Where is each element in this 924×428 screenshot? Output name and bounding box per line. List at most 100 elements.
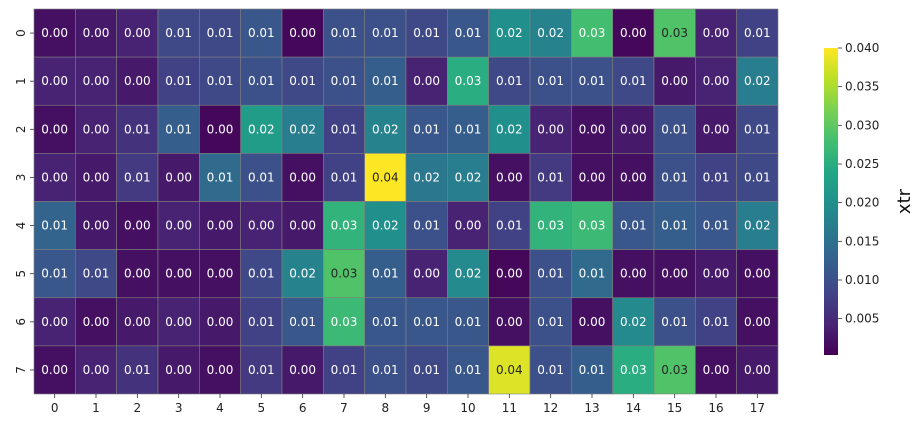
heatmap-cell — [571, 153, 613, 202]
heatmap-cell — [653, 345, 696, 395]
x-tick-label: 11 — [502, 401, 517, 415]
heatmap-cell — [323, 249, 365, 299]
heatmap-cell — [695, 345, 737, 395]
heatmap-cell — [364, 345, 407, 395]
heatmap-cell-label: 0.01 — [331, 26, 358, 40]
x-axis: 0 1 2 3 4 5 6 7 8 9 10 11 12 13 14 15 16 17 — [51, 394, 765, 415]
heatmap-cell — [199, 297, 241, 347]
heatmap-cell-label: 0.01 — [703, 219, 730, 233]
heatmap-cell — [529, 297, 572, 347]
heatmap-cell — [281, 153, 324, 202]
heatmap-cell-label: 0.00 — [83, 170, 110, 184]
heatmap-cell-label: 0.01 — [413, 315, 440, 329]
heatmap-cell — [281, 201, 324, 250]
heatmap-cell-label: 0.01 — [413, 219, 440, 233]
heatmap-cell-label: 0.03 — [331, 267, 358, 281]
heatmap-cell-label: 0.00 — [744, 363, 771, 377]
heatmap-cell-label: 0.00 — [83, 219, 110, 233]
heatmap-cell-label: 0.00 — [496, 315, 523, 329]
heatmap-cell — [199, 153, 241, 202]
heatmap-cell-label: 0.00 — [124, 315, 151, 329]
heatmap-cell — [157, 56, 200, 106]
heatmap-cell-label: 0.00 — [744, 315, 771, 329]
heatmap-cell-label: 0.00 — [41, 170, 68, 184]
heatmap-cell-label: 0.03 — [331, 219, 358, 233]
y-tick-label: 4 — [14, 222, 28, 230]
heatmap-cell-label: 0.00 — [124, 26, 151, 40]
heatmap-cell-label: 0.01 — [496, 219, 523, 233]
heatmap-cell — [529, 249, 572, 299]
x-tick-label: 4 — [216, 401, 224, 415]
heatmap-cell — [653, 201, 696, 250]
colorbar-tick-label: 0.040 — [845, 41, 879, 55]
heatmap-cell — [405, 56, 448, 106]
heatmap-cell — [75, 249, 117, 299]
heatmap-cell — [695, 104, 737, 154]
heatmap-cell — [116, 345, 159, 395]
heatmap-cell — [199, 345, 241, 395]
heatmap-cell — [281, 56, 324, 106]
heatmap-cell-label: 0.00 — [41, 26, 68, 40]
heatmap-cell-label: 0.01 — [537, 315, 564, 329]
heatmap-cell-label: 0.01 — [372, 267, 399, 281]
heatmap-cell-label: 0.01 — [744, 170, 771, 184]
heatmap-cell — [281, 297, 324, 347]
heatmap-cell — [736, 56, 779, 106]
x-tick-label: 0 — [51, 401, 59, 415]
heatmap-cell-label: 0.02 — [413, 170, 440, 184]
heatmap-cell — [612, 201, 655, 250]
heatmap-cell-label: 0.01 — [661, 122, 688, 136]
heatmap-cell-label: 0.00 — [289, 219, 316, 233]
heatmap-cell-label: 0.01 — [165, 122, 192, 136]
heatmap-cell-label: 0.01 — [620, 74, 647, 88]
heatmap-cell-label: 0.00 — [83, 74, 110, 88]
heatmap-cell — [75, 345, 117, 395]
heatmap-cell-label: 0.00 — [661, 267, 688, 281]
heatmap-cell — [281, 249, 324, 299]
heatmap-cell — [695, 56, 737, 106]
heatmap-cell — [116, 201, 159, 250]
heatmap-cell-label: 0.02 — [289, 122, 316, 136]
heatmap-cell — [488, 249, 531, 299]
heatmap-cell-label: 0.02 — [744, 219, 771, 233]
heatmap-cell-label: 0.00 — [413, 267, 440, 281]
heatmap-cell — [447, 201, 489, 250]
heatmap-cell — [736, 153, 779, 202]
heatmap-cells — [33, 8, 779, 395]
heatmap-cell — [199, 249, 241, 299]
heatmap-cell-label: 0.01 — [41, 267, 68, 281]
heatmap-cell — [116, 8, 159, 58]
heatmap-cell-label: 0.00 — [248, 219, 275, 233]
heatmap-cell-label: 0.00 — [83, 122, 110, 136]
heatmap-cell-label: 0.00 — [41, 363, 68, 377]
heatmap-cell — [653, 153, 696, 202]
x-tick-label: 2 — [134, 401, 142, 415]
heatmap-cell-label: 0.01 — [207, 26, 234, 40]
heatmap-cell-label: 0.00 — [413, 74, 440, 88]
heatmap-cell — [529, 153, 572, 202]
heatmap-cell-label: 0.00 — [620, 267, 647, 281]
heatmap-cell — [323, 297, 365, 347]
heatmap-cell-label: 0.01 — [413, 26, 440, 40]
colorbar: 0.005 0.010 0.015 0.020 0.025 0.030 0.035 0.040… — [824, 41, 915, 355]
heatmap-cell-label: 0.02 — [372, 219, 399, 233]
heatmap-cell-label: 0.00 — [207, 363, 234, 377]
heatmap-cell — [199, 8, 241, 58]
heatmap-cell-label: 0.00 — [744, 267, 771, 281]
heatmap-cell-label: 0.01 — [331, 122, 358, 136]
heatmap-cell — [157, 345, 200, 395]
heatmap-cell-label: 0.04 — [496, 363, 523, 377]
heatmap-cell-label: 0.00 — [124, 219, 151, 233]
heatmap-cell — [33, 8, 76, 58]
heatmap-cell-label: 0.00 — [165, 363, 192, 377]
heatmap-cell-label: 0.00 — [83, 315, 110, 329]
x-tick-label: 5 — [258, 401, 266, 415]
heatmap-cell-label: 0.00 — [289, 26, 316, 40]
heatmap-cell — [736, 249, 779, 299]
heatmap-cell-label: 0.01 — [537, 170, 564, 184]
heatmap-cell-label: 0.02 — [455, 267, 482, 281]
heatmap-cell-label: 0.02 — [289, 267, 316, 281]
heatmap-cell-label: 0.02 — [372, 122, 399, 136]
heatmap-cell-label: 0.01 — [372, 315, 399, 329]
